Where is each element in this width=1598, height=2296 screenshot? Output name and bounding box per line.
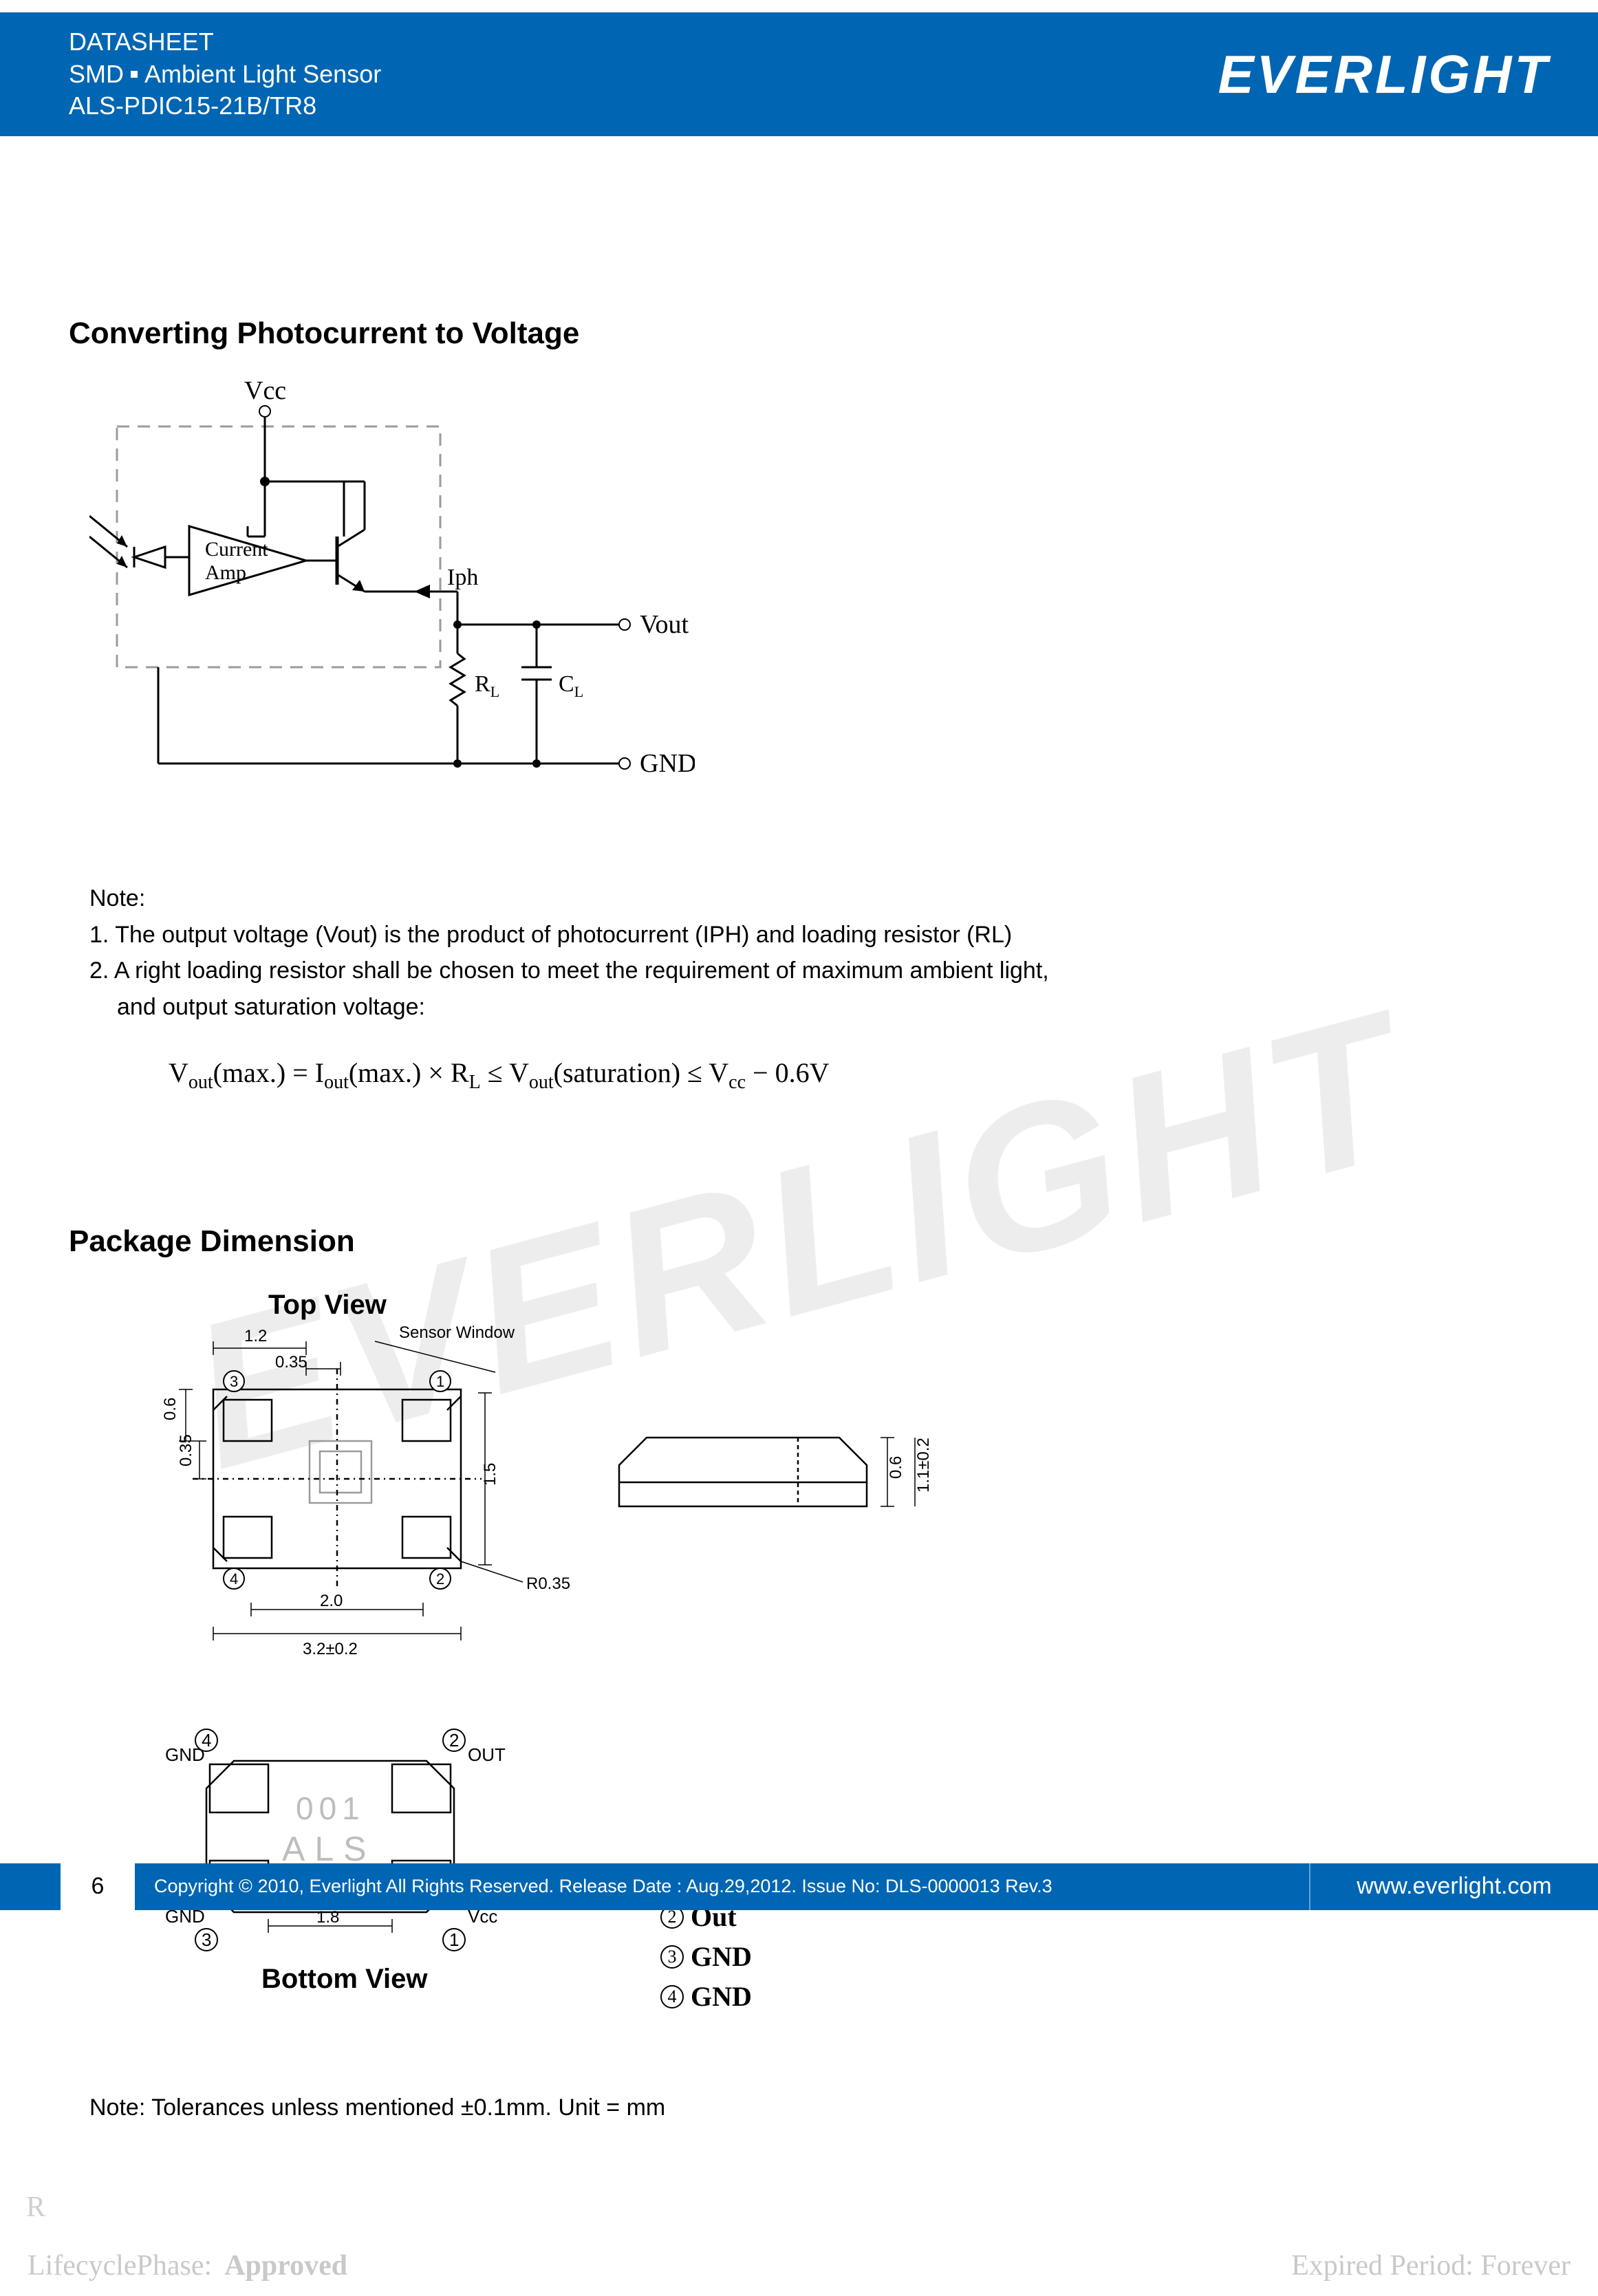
svg-text:0.6: 0.6 <box>161 1397 180 1420</box>
circuit-diagram: Vcc Current Amp <box>89 378 695 860</box>
svg-text:2: 2 <box>436 1570 444 1588</box>
svg-text:3.2±0.2: 3.2±0.2 <box>303 1640 358 1658</box>
note-1: 1. The output voltage (Vout) is the prod… <box>89 917 1598 953</box>
footer-bar: 6 Copyright © 2010, Everlight All Rights… <box>0 1863 1598 1910</box>
header-line1: DATASHEET <box>69 26 381 58</box>
svg-text:OUT: OUT <box>468 1744 506 1765</box>
vcc-label: Vcc <box>244 378 286 405</box>
package-drawings: Top View <box>110 1286 798 2077</box>
svg-text:4: 4 <box>230 1570 238 1588</box>
iph-label: Iph <box>447 565 478 590</box>
svg-text:1: 1 <box>449 1929 459 1950</box>
lifecycle-label: LifecyclePhase: <box>28 2249 212 2282</box>
note-2a: 2. A right loading resistor shall be cho… <box>89 953 1598 989</box>
lifecycle-expired: Expired Period: Forever <box>1291 2249 1570 2282</box>
rl-label: RL <box>475 671 499 700</box>
content: Converting Photocurrent to Voltage Vcc <box>69 316 1598 2121</box>
cl-label: CL <box>559 671 583 700</box>
svg-text:0.35: 0.35 <box>275 1353 307 1372</box>
top-view-label: Top View <box>268 1290 387 1320</box>
svg-text:1.1±0.2: 1.1±0.2 <box>914 1438 933 1493</box>
release-stub: R <box>26 2191 45 2224</box>
header-left: DATASHEET SMD Ambient Light Sensor ALS-P… <box>69 26 381 122</box>
header-bar: DATASHEET SMD Ambient Light Sensor ALS-P… <box>0 12 1598 136</box>
svg-text:1.2: 1.2 <box>244 1327 267 1345</box>
svg-text:001: 001 <box>296 1790 365 1826</box>
svg-text:ALS: ALS <box>282 1830 376 1868</box>
section1-title: Converting Photocurrent to Voltage <box>69 316 1598 351</box>
notes-block: Note: 1. The output voltage (Vout) is th… <box>89 880 1598 1026</box>
pin3-num: 3 <box>660 1945 684 1969</box>
vout-label: Vout <box>640 610 689 639</box>
svg-text:1.5: 1.5 <box>481 1462 499 1485</box>
amp-label2: Amp <box>205 561 246 584</box>
svg-text:3: 3 <box>230 1373 238 1390</box>
bullet-icon <box>131 71 138 78</box>
page-number: 6 <box>61 1863 136 1910</box>
header-line2a: SMD <box>69 58 124 91</box>
header-line3: ALS-PDIC15-21B/TR8 <box>69 90 381 122</box>
formula: Vout(max.) = Iout(max.) × RL ≤ Vout(satu… <box>169 1057 1598 1094</box>
svg-text:1: 1 <box>436 1373 444 1390</box>
svg-text:R0.35: R0.35 <box>526 1574 570 1593</box>
logo: EVERLIGHT <box>1218 43 1550 106</box>
svg-text:0.35: 0.35 <box>177 1434 195 1466</box>
note-2b: and output saturation voltage: <box>89 989 1598 1026</box>
svg-text:3: 3 <box>202 1929 211 1950</box>
lifecycle-stamp: LifecyclePhase: Approved Expired Period:… <box>0 2249 1598 2282</box>
pin4-num: 4 <box>660 1985 684 2008</box>
svg-text:Sensor Window: Sensor Window <box>399 1323 515 1342</box>
svg-text:0.6: 0.6 <box>887 1455 905 1478</box>
gnd-label: GND <box>640 749 695 778</box>
header-line2b: Ambient Light Sensor <box>144 58 381 91</box>
svg-text:2.0: 2.0 <box>320 1592 343 1610</box>
tolerance-note: Note: Tolerances unless mentioned ±0.1mm… <box>89 2094 1598 2121</box>
section2-title: Package Dimension <box>69 1224 1598 1259</box>
bottom-view-label: Bottom View <box>261 1964 428 1994</box>
svg-text:GND: GND <box>165 1744 205 1765</box>
svg-text:1.8: 1.8 <box>316 1908 339 1927</box>
footer-copyright: Copyright © 2010, Everlight All Rights R… <box>136 1876 1309 1897</box>
amp-label1: Current <box>205 538 268 561</box>
svg-text:2: 2 <box>449 1730 459 1751</box>
footer-site: www.everlight.com <box>1309 1863 1598 1910</box>
header-line2: SMD Ambient Light Sensor <box>69 58 381 91</box>
pin4-name: GND <box>691 1977 752 2017</box>
lifecycle-approved: Approved <box>224 2249 347 2282</box>
package-section: Package Dimension Top View <box>69 1224 1598 2121</box>
note-label: Note: <box>89 880 1598 917</box>
pin3-name: GND <box>691 1937 752 1977</box>
